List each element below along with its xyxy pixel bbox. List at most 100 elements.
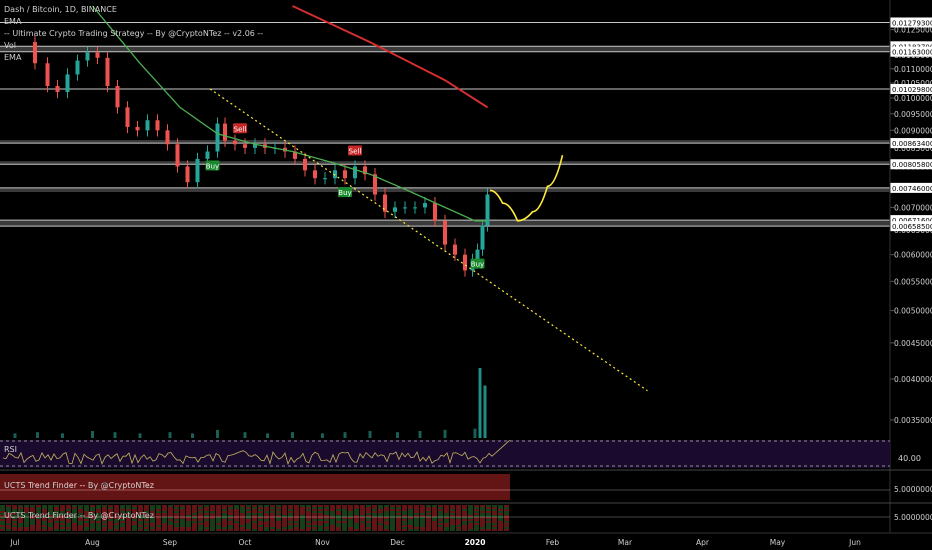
candle-body — [165, 130, 170, 145]
level-label-bg — [890, 138, 932, 149]
price-tick-label: 0.00350000 — [894, 416, 932, 425]
level-label: 0.01029800 — [892, 86, 932, 94]
candle-body — [185, 166, 190, 183]
x-axis-month-label: Jun — [848, 538, 861, 547]
price-tick-label: 0.00600000 — [894, 251, 932, 260]
volume-bar — [13, 433, 17, 438]
rsi-background — [0, 440, 890, 468]
candle-body — [85, 52, 90, 61]
price-tick-label: 0.00900000 — [894, 126, 932, 135]
level-label: 0.00671600 — [892, 217, 932, 225]
candle-body — [423, 203, 427, 208]
candle-body — [453, 244, 457, 255]
candle-body — [475, 249, 480, 260]
buy-signal-label: Buy — [338, 189, 351, 197]
trend1-level-label: 5.00000000 — [894, 485, 932, 494]
chart-legend: Dash / Bitcoin, 1D, BINANCE EMA -- Ultim… — [4, 5, 263, 62]
candle-body — [65, 74, 70, 92]
legend-ucts: -- Ultimate Crypto Trading Strategy -- B… — [4, 29, 263, 38]
candle-body — [353, 166, 357, 179]
candle-body — [463, 254, 467, 271]
x-axis-month-label: Sep — [163, 538, 177, 547]
volume-bar — [418, 431, 422, 438]
x-axis-month-label: Jul — [9, 538, 19, 547]
buy-signal-marker — [205, 160, 220, 171]
legend-vol: Vol — [4, 41, 16, 50]
level-label: 0.01279300 — [892, 19, 932, 27]
legend-ema-2: EMA — [4, 53, 22, 62]
level-band — [0, 187, 890, 193]
candle-body — [313, 170, 317, 179]
price-tick-label: 0.01250000 — [894, 26, 932, 35]
level-label-bg — [890, 215, 932, 226]
candle-body — [55, 86, 60, 92]
volume-bar — [483, 385, 487, 438]
candle-body — [363, 166, 367, 175]
level-label-bg — [890, 46, 932, 57]
trend-finder-pane-2 — [0, 505, 890, 531]
level-label-bg — [890, 159, 932, 170]
candle-body — [145, 120, 150, 131]
level-label: 0.01163000 — [892, 49, 932, 57]
price-tick-label: 0.00400000 — [894, 375, 932, 384]
x-axis: Jul Aug Sep Oct Nov Dec 2020 Feb Mar Apr May Jun — [0, 532, 932, 550]
rsi-pane — [0, 439, 932, 471]
level-band — [0, 46, 890, 52]
volume-bar — [243, 432, 247, 438]
price-tick-label: 0.01050000 — [894, 79, 932, 88]
volume-bar — [168, 432, 172, 438]
sell-signal-marker — [233, 123, 247, 134]
volume-bar — [443, 429, 447, 438]
rsi-line — [2, 439, 511, 466]
volume-bar — [396, 432, 399, 438]
candle-body — [443, 220, 447, 245]
x-axis-background — [0, 532, 932, 550]
trend-finder-pane-1 — [0, 474, 932, 504]
candle-body — [233, 140, 237, 145]
candle-body — [45, 63, 50, 87]
candle-body — [175, 144, 180, 167]
legend-ema-1: EMA — [4, 17, 22, 26]
candle-body — [413, 207, 417, 209]
x-axis-month-label: Dec — [390, 538, 405, 547]
volume-bar — [138, 433, 142, 438]
candle-body — [383, 194, 387, 212]
level-label: 0.00658500 — [892, 223, 932, 231]
candle-body — [373, 174, 377, 195]
candle-body — [480, 225, 485, 250]
level-label-bg — [890, 41, 932, 52]
volume-bar — [291, 432, 294, 438]
candle-body — [343, 170, 347, 179]
volume-bar — [343, 432, 347, 438]
trend1-label: UCTS Trend Finder -- By @CryptoNTez — [4, 481, 154, 490]
candle-body — [333, 170, 337, 179]
trend2-level-label: 5.00000000 — [894, 513, 932, 522]
level-label-bg — [890, 17, 932, 28]
price-tick-label: 0.00700000 — [894, 203, 932, 212]
candle-body — [195, 158, 200, 183]
candle-body — [293, 151, 297, 159]
volume-bar — [91, 431, 94, 438]
level-label-bg — [890, 182, 932, 193]
sell-signal-marker — [348, 145, 362, 156]
candle-body — [303, 158, 307, 171]
candle-body — [433, 203, 437, 221]
buy-signal-marker — [338, 187, 352, 198]
candle-body — [95, 52, 100, 58]
rsi-label: RSI — [4, 445, 17, 454]
volume-bar — [321, 433, 324, 438]
candle-body — [485, 194, 490, 226]
x-axis-month-label: Nov — [315, 538, 330, 547]
price-pane: 0.012500000.011500000.011000000.01050000… — [0, 0, 932, 532]
projection-curve — [489, 154, 564, 222]
candle-body — [323, 178, 327, 180]
x-axis-month-label: Oct — [239, 538, 252, 547]
candle-body — [215, 123, 220, 152]
price-tick-label: 0.01000000 — [894, 94, 932, 103]
buy-signal-label: Buy — [471, 261, 484, 269]
candle-body — [403, 207, 407, 209]
symbol-title: Dash / Bitcoin, 1D, BINANCE — [4, 5, 117, 14]
candle-body — [75, 60, 80, 75]
price-tick-label: 0.00550000 — [894, 277, 932, 286]
